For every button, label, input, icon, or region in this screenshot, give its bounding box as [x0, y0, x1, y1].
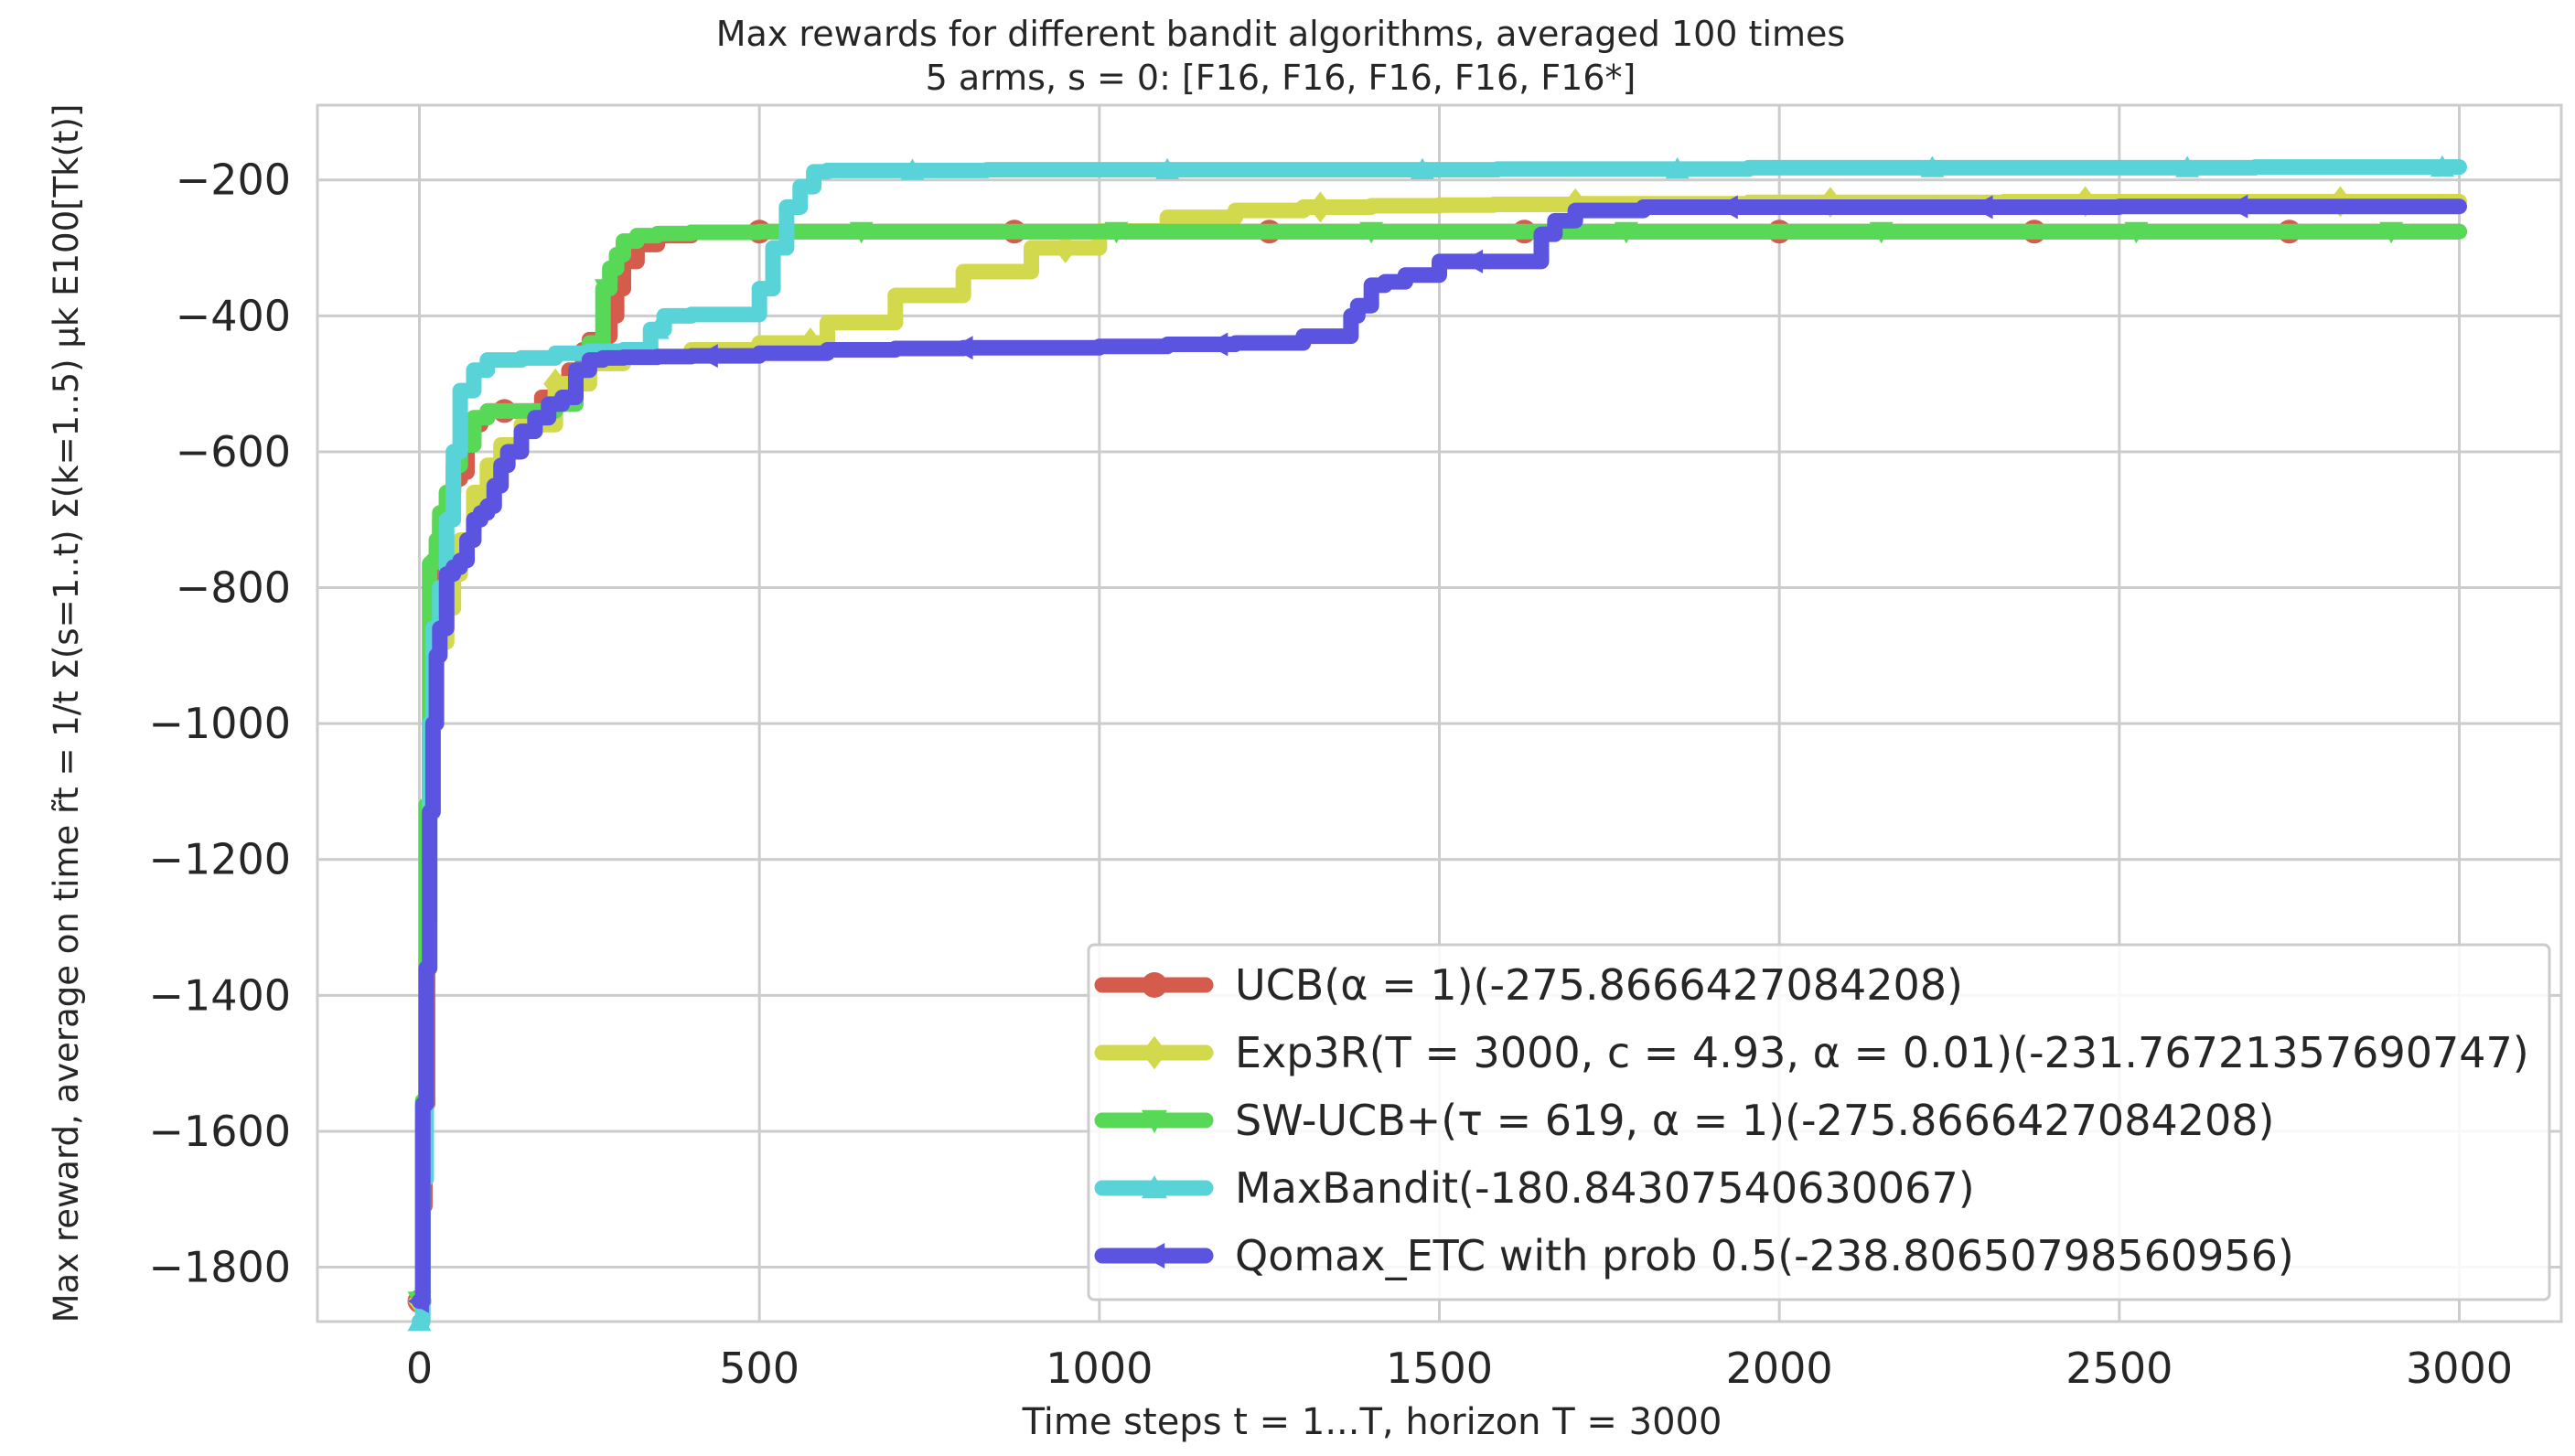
series-point — [1053, 232, 1078, 263]
legend-entry: MaxBandit(-180.84307540630067) — [1094, 1163, 1975, 1213]
y-axis-ticks: −1800 −1600 −1400 −1200 −1000 −800 −600 −400 −20… — [148, 155, 291, 1292]
series-point — [2175, 155, 2200, 177]
legend: UCB(α = 1)(-275.8666427084208) Exp3R(T = … — [1087, 943, 2551, 1301]
series-line — [412, 198, 2467, 1310]
series-point — [1614, 221, 1638, 244]
legend-marker — [1142, 1175, 1167, 1199]
y-tick-label: −1400 — [148, 970, 291, 1020]
series-point — [1104, 221, 1129, 244]
x-axis-ticks: 0 500 1000 1500 2000 2500 3000 — [406, 1344, 2513, 1393]
legend-entries: UCB(α = 1)(-275.8666427084208) Exp3R(T = … — [1094, 960, 2529, 1280]
series-point — [1308, 191, 1333, 223]
series-point — [2379, 221, 2404, 244]
legend-label: UCB(α = 1)(-275.8666427084208) — [1235, 960, 1963, 1010]
series-point — [407, 1310, 432, 1332]
series-point — [1206, 332, 1228, 357]
legend-label: Qomax_ETC with prob 0.5(-238.80650798560… — [1235, 1231, 2294, 1280]
y-tick-label: −1000 — [148, 699, 291, 748]
legend-label: Exp3R(T = 3000, c = 4.93, α = 0.01)(-231… — [1235, 1028, 2529, 1077]
legend-frame — [1087, 943, 2551, 1301]
series-point — [1461, 249, 1484, 273]
series-point — [1155, 157, 1180, 179]
legend-entry: Qomax_ETC with prob 0.5(-238.80650798560… — [1094, 1231, 2294, 1280]
series-4 — [407, 194, 2467, 1313]
series-lines — [407, 155, 2467, 1332]
legend-entry: Exp3R(T = 3000, c = 4.93, α = 0.01)(-231… — [1094, 1028, 2529, 1077]
series-point — [1920, 155, 1945, 177]
y-tick-label: −1200 — [148, 835, 291, 884]
y-tick-label: −600 — [176, 427, 291, 476]
x-tick-label: 1000 — [1046, 1344, 1153, 1393]
y-axis-label: Max reward, average on time r̃t = 1/t Σ(… — [47, 104, 86, 1323]
series-point — [407, 1289, 429, 1313]
series-point — [1716, 195, 1738, 219]
x-tick-label: 500 — [719, 1344, 799, 1393]
series-point — [645, 317, 670, 339]
chart-title: Max rewards for different bandit algorit… — [716, 14, 1845, 54]
x-tick-label: 2500 — [2065, 1344, 2173, 1393]
series-point — [2124, 221, 2149, 244]
series-point — [1665, 156, 1690, 179]
y-tick-label: −200 — [176, 155, 291, 205]
legend-marker — [1142, 1243, 1165, 1269]
series-point — [594, 279, 618, 301]
series-point — [2430, 155, 2454, 177]
series-point — [900, 158, 925, 180]
series-point — [1359, 221, 1384, 244]
x-tick-label: 0 — [406, 1344, 433, 1393]
legend-entry: SW-UCB+(τ = 619, α = 1)(-275.86664270842… — [1094, 1096, 2274, 1145]
series-point — [1971, 195, 1993, 219]
legend-label: SW-UCB+(τ = 619, α = 1)(-275.86664270842… — [1235, 1096, 2274, 1145]
series-point — [2226, 194, 2248, 219]
legend-marker — [1142, 1109, 1167, 1133]
series-point — [1410, 157, 1434, 179]
legend-marker — [1142, 1035, 1167, 1070]
y-tick-label: −1600 — [148, 1107, 291, 1156]
series-point — [951, 336, 973, 360]
x-tick-label: 2000 — [1726, 1344, 1833, 1393]
x-tick-label: 1500 — [1386, 1344, 1493, 1393]
y-tick-label: −400 — [176, 291, 291, 340]
x-axis-label: Time steps t = 1...T, horizon T = 3000 — [1022, 1401, 1722, 1443]
series-point — [1869, 221, 1894, 244]
legend-marker — [1142, 972, 1167, 998]
series-point — [849, 221, 874, 244]
chart-subtitle: 5 arms, s = 0: [F16, F16, F16, F16, F16*… — [926, 58, 1636, 98]
y-tick-label: −1800 — [148, 1243, 291, 1292]
series-point — [696, 344, 718, 369]
y-tick-label: −800 — [176, 563, 291, 613]
legend-entry: UCB(α = 1)(-275.8666427084208) — [1094, 960, 1963, 1010]
legend-label: MaxBandit(-180.84307540630067) — [1235, 1163, 1975, 1213]
x-tick-label: 3000 — [2406, 1344, 2513, 1393]
